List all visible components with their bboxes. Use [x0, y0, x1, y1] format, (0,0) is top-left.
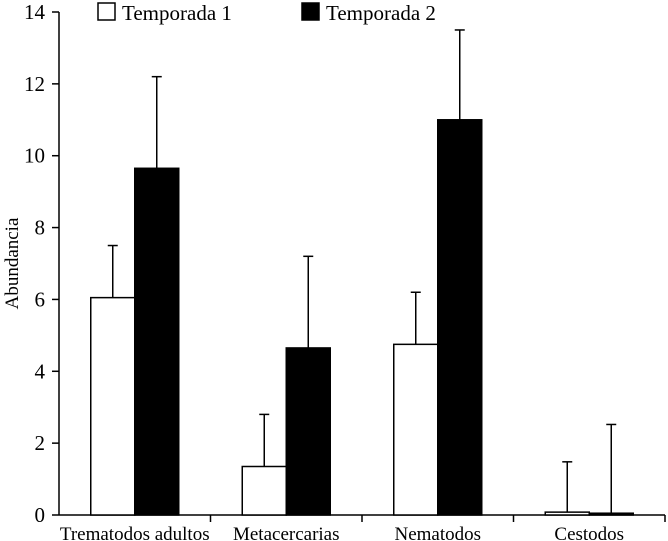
- legend-item-temporada-1: Temporada 1: [97, 1, 232, 25]
- bar-temporada-1-metacercarias: [241, 465, 287, 516]
- category-label-cestodos: Cestodos: [554, 524, 624, 541]
- y-tick-label: 4: [35, 359, 46, 383]
- bar-temporada-1-cestodos: [544, 511, 590, 516]
- bar-temporada-2-nematodos: [437, 119, 483, 516]
- y-tick-label: 0: [35, 503, 46, 527]
- y-axis-label: Abundancia: [2, 217, 23, 309]
- y-tick-label: 2: [35, 431, 46, 455]
- legend-item-temporada-2: Temporada 2: [301, 1, 436, 25]
- legend-swatch-temporada-1: [97, 2, 116, 21]
- y-tick-label: 14: [24, 0, 46, 24]
- legend-label-temporada-2: Temporada 2: [326, 1, 436, 25]
- bar-temporada-2-trematodos-adultos: [134, 167, 180, 516]
- category-label-nematodos: Nematodos: [394, 524, 481, 541]
- y-tick-label: 12: [24, 72, 45, 96]
- bar-temporada-1-trematodos-adultos: [90, 296, 136, 516]
- y-tick-label: 8: [35, 216, 46, 240]
- y-tick-label: 6: [35, 287, 46, 311]
- bar-temporada-2-metacercarias: [285, 347, 331, 516]
- bar-temporada-1-nematodos: [393, 343, 439, 516]
- category-labels: Trematodos adultos Metacercarias Nematodos…: [60, 524, 624, 541]
- legend-label-temporada-1: Temporada 1: [122, 1, 232, 25]
- y-tick-label: 10: [24, 144, 45, 168]
- bar-temporada-2-cestodos: [588, 512, 634, 516]
- y-ticks: 0 2 4 6 8 10 12 14: [24, 0, 59, 527]
- bars: [90, 119, 634, 516]
- category-label-trematodos-adultos: Trematodos adultos: [60, 524, 210, 541]
- legend: Temporada 1 Temporada 2: [97, 1, 436, 25]
- category-label-metacercarias: Metacercarias: [233, 524, 340, 541]
- legend-swatch-temporada-2: [301, 2, 320, 21]
- error-bars: [107, 29, 617, 514]
- x-ticks: [209, 515, 666, 522]
